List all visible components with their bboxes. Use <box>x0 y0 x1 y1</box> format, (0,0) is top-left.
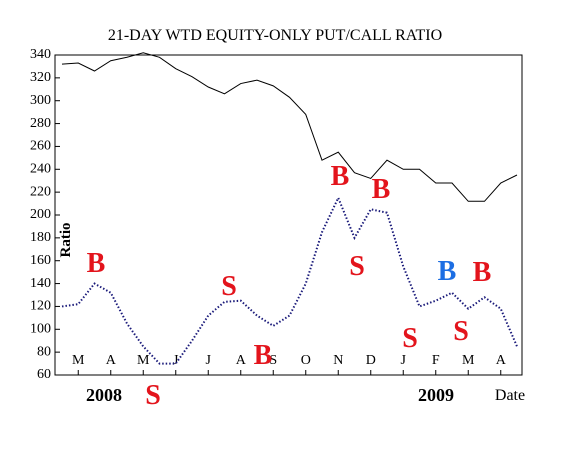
x-tick-label: A <box>496 353 507 368</box>
y-tick-label: 180 <box>30 230 51 245</box>
y-tick-label: 320 <box>30 70 51 85</box>
x-tick-label: N <box>333 353 343 368</box>
y-axis-label: Ratio <box>58 223 74 258</box>
year-label: 2008 <box>86 385 122 405</box>
x-tick-label: J <box>206 353 212 368</box>
y-tick-label: 100 <box>30 322 51 337</box>
x-tick-label: J <box>173 353 179 368</box>
x-tick-label: O <box>301 353 311 368</box>
series-line <box>61 52 518 202</box>
signal-label: B <box>331 161 350 192</box>
y-tick-label: 260 <box>30 139 51 154</box>
x-tick-label: M <box>72 353 85 368</box>
x-tick-label: M <box>137 353 150 368</box>
signal-label: B <box>87 248 106 279</box>
y-tick-label: 240 <box>30 162 51 177</box>
x-tick-label: D <box>366 353 376 368</box>
signal-label: S <box>145 380 161 411</box>
x-tick-label: F <box>432 353 440 368</box>
signal-label: S <box>349 251 365 282</box>
signal-label: B <box>438 256 457 287</box>
y-tick-label: 280 <box>30 116 51 131</box>
signal-label: S <box>402 323 418 354</box>
signal-label: S <box>221 271 237 302</box>
y-tick-label: 200 <box>30 207 51 222</box>
x-tick-label: M <box>462 353 475 368</box>
x-tick-label: J <box>401 353 407 368</box>
signal-label: S <box>453 316 469 347</box>
signal-label: B <box>254 340 273 371</box>
y-tick-label: 220 <box>30 184 51 199</box>
y-tick-label: 140 <box>30 276 51 291</box>
y-tick-label: 340 <box>30 47 51 62</box>
x-tick-label: A <box>236 353 247 368</box>
signal-label: B <box>473 257 492 288</box>
y-tick-label: 120 <box>30 299 51 314</box>
x-tick-label: S <box>269 353 277 368</box>
x-tick-label: A <box>106 353 117 368</box>
y-tick-label: 80 <box>37 344 51 359</box>
y-tick-label: 160 <box>30 253 51 268</box>
year-label: 2009 <box>418 385 454 405</box>
chart-title: 21-DAY WTD EQUITY-ONLY PUT/CALL RATIO <box>108 27 442 44</box>
x-axis-label: Date <box>495 387 525 404</box>
y-tick-label: 60 <box>37 367 51 382</box>
y-tick-label: 300 <box>30 93 51 108</box>
signal-label: B <box>372 174 391 205</box>
